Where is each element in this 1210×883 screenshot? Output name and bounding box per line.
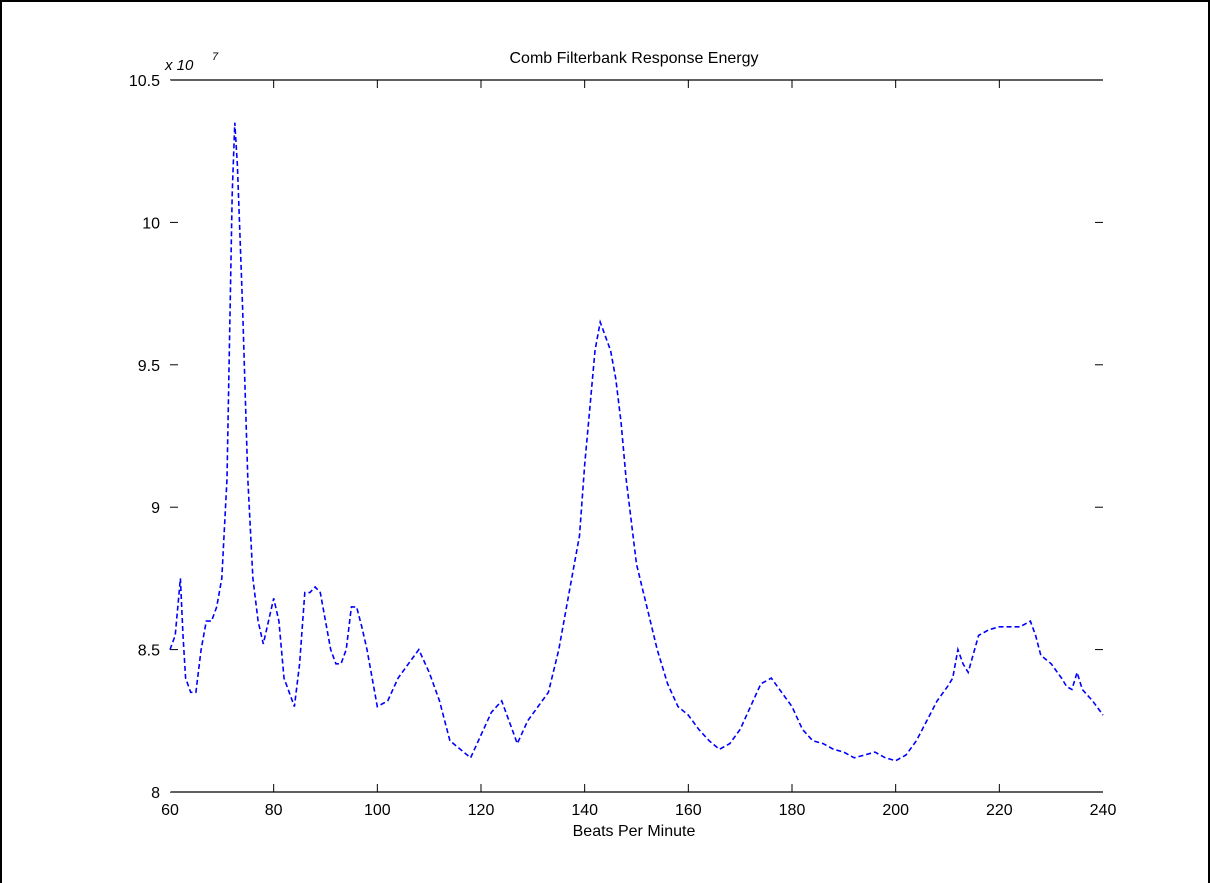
y-tick-label: 9 [151,500,160,517]
y-tick-label: 8 [151,785,160,802]
x-tick-label: 220 [986,802,1013,819]
y-axis-exponent-base: x 10 [164,57,194,74]
series-line [169,122,1104,762]
x-tick-label: 100 [364,802,391,819]
x-axis-label: Beats Per Minute [573,823,696,840]
x-tick-label: 180 [779,802,806,819]
x-tick-label: 60 [161,802,179,819]
y-tick-label: 10 [142,215,160,232]
axis-ticks [170,80,1103,792]
y-tick-label: 9.5 [138,358,160,375]
plot-area [170,80,1103,792]
x-tick-label: 160 [675,802,702,819]
series-layer [169,122,1104,762]
x-tick-label: 80 [265,802,283,819]
chart-title: Comb Filterbank Response Energy [509,50,758,67]
x-tick-label: 140 [571,802,598,819]
x-tick-label: 240 [1090,802,1117,819]
y-tick-label: 10.5 [129,73,160,90]
axis-tick-labels: 60 80 100 120 140 160 180 200 220 240 8 8.5 9 9.5 10 10… [129,73,1117,819]
x-tick-label: 120 [468,802,495,819]
y-axis-exponent-power: 7 [212,51,219,63]
x-tick-label: 200 [882,802,909,819]
y-tick-label: 8.5 [138,643,160,660]
